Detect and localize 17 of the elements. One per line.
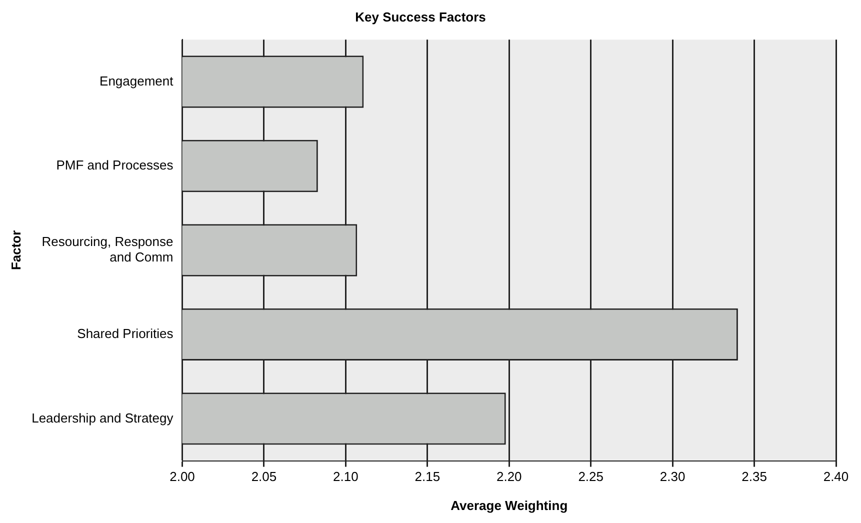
- x-tick-label: 2.25: [578, 469, 604, 484]
- x-tick-label: 2.00: [170, 469, 195, 484]
- chart-title: Key Success Factors: [355, 9, 486, 24]
- y-tick-label: Engagement: [100, 73, 174, 88]
- y-tick-label: PMF and Processes: [56, 158, 174, 173]
- x-tick-label: 2.05: [251, 469, 277, 484]
- x-tick-label: 2.30: [660, 469, 686, 484]
- y-tick-label: Leadership and Strategy: [32, 410, 174, 426]
- x-tick-label: 2.15: [414, 469, 440, 484]
- y-tick-label: Resourcing, Response and Comm: [42, 234, 174, 265]
- x-tick-label: 2.10: [333, 469, 358, 484]
- y-axis-title: Factor: [8, 230, 24, 270]
- x-axis-title: Average Weighting: [450, 498, 568, 513]
- x-tick-label: 2.35: [742, 469, 767, 484]
- x-tick-label: 2.40: [823, 469, 849, 484]
- x-tick-label: 2.20: [496, 469, 522, 484]
- y-tick-label: Shared Priorities: [77, 326, 174, 342]
